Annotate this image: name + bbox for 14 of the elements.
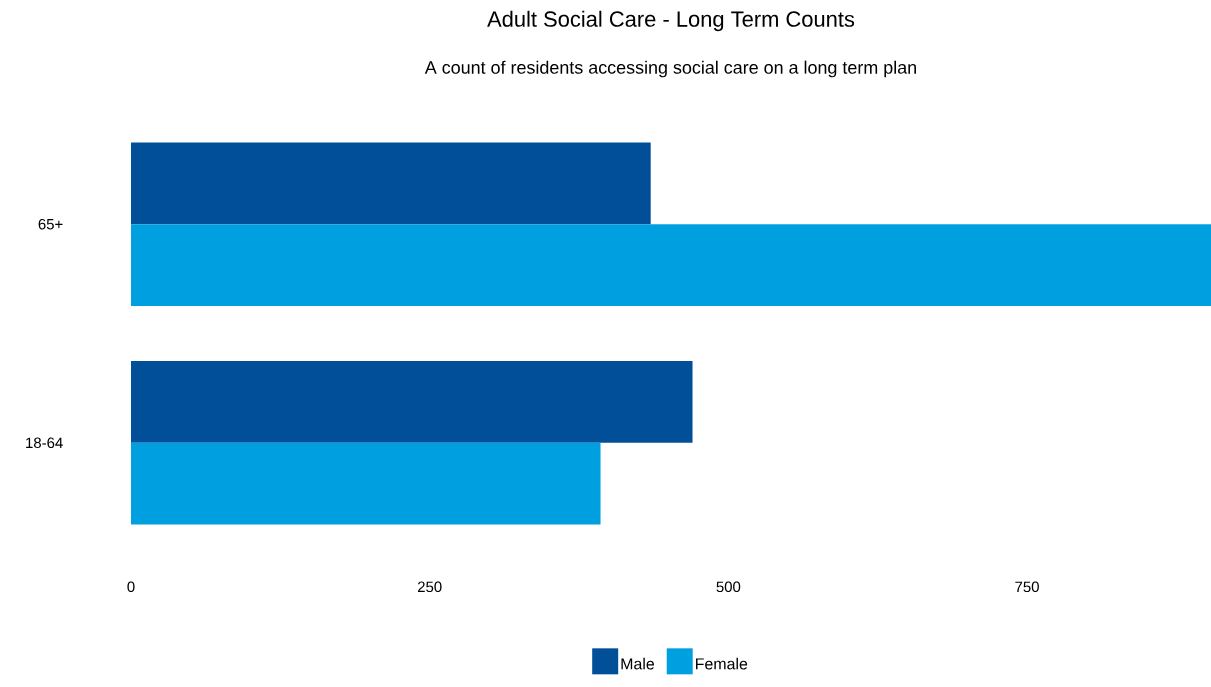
legend-label: Male [621,657,655,670]
chart-title: Adult Social Care - Long Term Counts [487,10,855,32]
bar [131,142,651,225]
x-tick-label: 500 [716,581,741,593]
bar [131,224,1211,306]
y-tick-label: 18-64 [26,437,63,449]
x-tick-label: 250 [417,581,442,593]
y-tick-label: 65+ [38,218,63,230]
x-tick-label: 750 [1015,581,1039,593]
bar [131,361,693,443]
chart-subtitle: A count of residents accessing social care on a long term plan [424,60,916,78]
legend-label: Female [696,657,748,670]
bar [131,442,601,525]
x-tick-label: 0 [127,581,135,593]
